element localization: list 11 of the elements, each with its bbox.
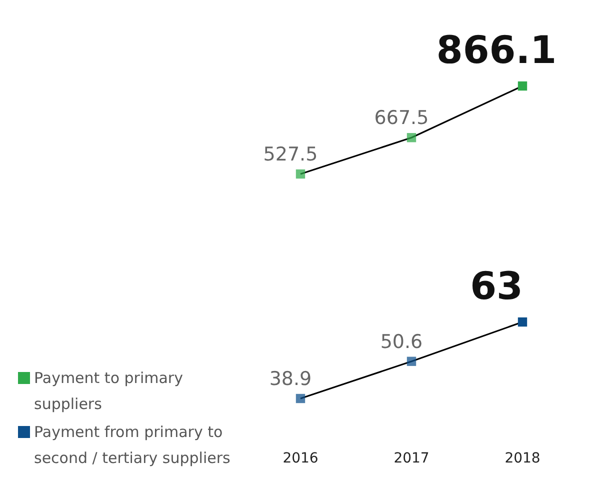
legend-label: Payment to primary suppliers <box>34 368 184 415</box>
data-label: 866.1 <box>436 28 557 72</box>
data-label: 527.5 <box>263 143 318 166</box>
data-label: 38.9 <box>269 368 312 390</box>
data-label: 50.6 <box>380 330 423 353</box>
x-tick-label: 2018 <box>504 450 540 467</box>
data-label: 667.5 <box>374 107 429 130</box>
x-tick-label: 2017 <box>394 450 430 467</box>
legend-label: Payment from primary to second / tertiary suppliers <box>34 422 232 469</box>
x-tick-label: 2016 <box>282 450 318 467</box>
data-label: 63 <box>470 264 523 308</box>
